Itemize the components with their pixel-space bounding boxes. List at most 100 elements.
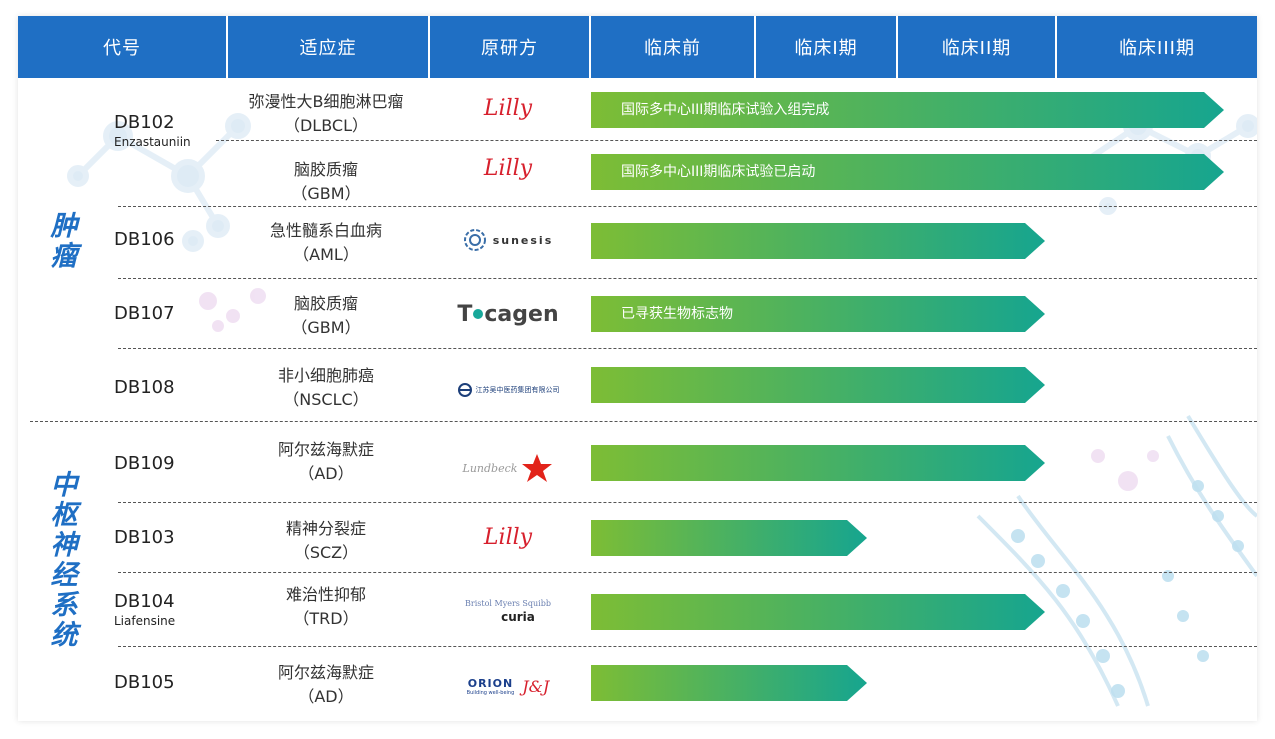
row-divider [118,572,1257,573]
wuzhong-emblem-icon [457,383,472,397]
category-cns-char: 统 [50,620,78,651]
drug-code-label: DB108 [114,377,175,398]
category-oncology: 肿 瘤 [44,212,84,272]
lundbeck-star-icon [522,454,553,482]
category-cns-char: 中 [50,470,78,501]
indication-abbr: （GBM） [291,318,361,337]
wuzhong-logo: 江苏吴中医药集团有限公司 [448,376,568,404]
indication-abbr: （GBM） [291,184,361,203]
indication-name: 急性髓系白血病 [269,221,382,240]
header-code-label: 代号 [103,38,141,59]
progress-bar-phase2 [591,367,1045,403]
progress-bar-phase1 [591,520,867,556]
lilly-logo-text: Lilly [483,95,533,121]
progress-bar-phase2 [591,445,1045,481]
header-preclinical: 临床前 [591,16,754,78]
indication: 阿尔兹海默症 （AD） [226,661,426,709]
lilly-logo-text: Lilly [483,155,533,181]
progress-bar-phase1 [591,665,867,701]
category-cns-char: 系 [50,590,78,621]
progress-bar-arrow [591,665,867,701]
sunesis-logo-text: sunesis [492,233,554,247]
category-oncology-char: 瘤 [50,241,78,272]
drug-code-label: DB106 [114,229,175,250]
progress-bar-phase2: 已寻获生物标志物 [591,296,1045,332]
progress-bar-phase2 [591,223,1045,259]
header-indication-label: 适应症 [299,38,357,59]
progress-bar-label: 国际多中心III期临床试验入组完成 [621,102,830,118]
drug-code-label: DB105 [114,672,175,693]
indication: 难治性抑郁 （TRD） [226,583,426,631]
indication: 急性髓系白血病 （AML） [226,219,426,267]
drug-generic-name: Enzastauniin [114,135,191,149]
header-phase1-label: 临床I期 [794,38,858,59]
orion-logo-text: ORION [467,676,514,690]
lilly-logo: Lilly [448,94,568,122]
progress-bar-label: 国际多中心III期临床试验已启动 [621,164,816,180]
orion-tagline: Building well-being [466,689,515,696]
progress-bar-phase3: 国际多中心III期临床试验入组完成 [591,92,1224,128]
curia-logo-text: curia [501,609,535,624]
row-divider [118,206,1257,207]
lilly-logo: Lilly [448,523,568,551]
indication-abbr: （DLBCL） [283,116,369,135]
indication-name: 脑胶质瘤 [293,160,358,179]
indication: 脑胶质瘤 （GBM） [226,292,426,340]
tocagen-dot-icon [473,309,484,319]
drug-code: DB104 Liafensine [114,591,175,628]
drug-code: DB106 [114,229,175,250]
drug-code-label: DB109 [114,453,175,474]
row-divider [216,140,1257,141]
indication: 精神分裂症 （SCZ） [226,517,426,565]
drug-code-label: DB104 [114,591,175,612]
lilly-logo: Lilly [448,154,568,182]
progress-bar-arrow [591,594,1045,630]
indication-name: 难治性抑郁 [285,585,366,604]
row-divider [118,348,1257,349]
bms-logo-text: Bristol Myers Squibb [465,598,551,608]
header-phase1: 临床I期 [756,16,896,78]
progress-bar-arrow [591,520,867,556]
wuzhong-logo-text: 江苏吴中医药集团有限公司 [475,386,560,394]
indication-name: 非小细胞肺癌 [277,366,374,385]
indication-abbr: （TRD） [293,609,359,628]
sunesis-logo: sunesis [448,226,568,254]
header-originator-label: 原研方 [481,38,538,59]
category-cns-char: 经 [50,560,78,591]
indication-name: 阿尔兹海默症 [277,440,374,459]
category-oncology-char: 肿 [50,211,78,242]
header-preclinical-label: 临床前 [644,38,701,59]
progress-bar-arrow [591,296,1045,332]
indication-abbr: （AD） [298,687,354,706]
category-cns-char: 神 [50,530,78,561]
indication-name: 脑胶质瘤 [293,294,358,313]
bms-curia-logo: Bristol Myers Squibb curia [448,594,568,628]
lundbeck-logo: Lundbeck [448,450,568,486]
progress-bar-arrow [591,445,1045,481]
progress-bar-phase3: 国际多中心III期临床试验已启动 [591,154,1224,190]
drug-code: DB103 [114,527,175,548]
indication-name: 精神分裂症 [285,519,366,538]
indication-abbr: （NSCLC） [283,390,369,409]
header-indication: 适应症 [228,16,428,78]
drug-code: DB105 [114,672,175,693]
sunesis-swirl-icon [463,229,486,251]
drug-code: DB108 [114,377,175,398]
lilly-logo-text: Lilly [483,524,533,550]
header-originator: 原研方 [430,16,589,78]
drug-code: DB102 Enzastauniin [114,112,191,149]
indication: 阿尔兹海默症 （AD） [226,438,426,486]
orion-jnj-logo: ORION Building well-being J&J [448,671,568,701]
jnj-logo-text: J&J [522,676,550,696]
tocagen-logo-text: cagen [484,301,559,327]
header-phase2: 临床II期 [898,16,1055,78]
indication: 非小细胞肺癌 （NSCLC） [226,364,426,412]
drug-generic-name: Liafensine [114,614,176,628]
pipeline-card: 代号 适应症 原研方 临床前 临床I期 临床II期 临床III期 肿 瘤 中 枢… [18,16,1257,721]
drug-code-label: DB103 [114,527,175,548]
orion-logo: ORION Building well-being [467,677,515,696]
progress-bar-arrow [591,223,1045,259]
progress-bar-arrow [591,154,1224,190]
header-phase3-label: 临床III期 [1119,38,1195,59]
